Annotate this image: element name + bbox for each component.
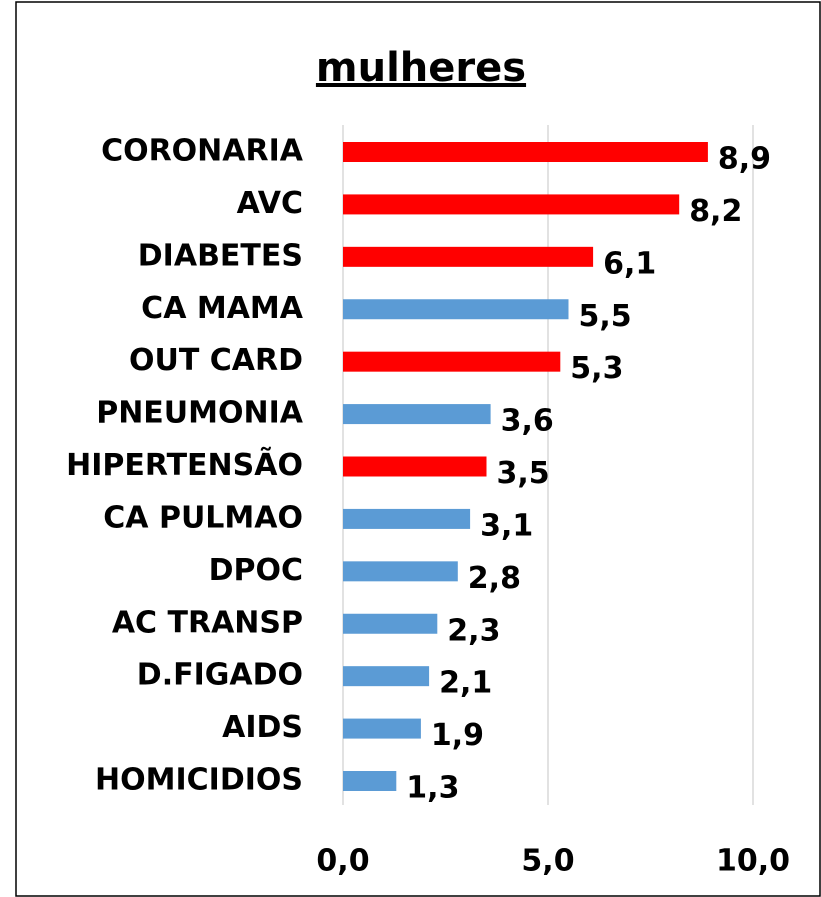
bar — [343, 561, 458, 582]
y-tick-label: AC TRANSP — [112, 605, 303, 640]
data-label: 3,6 — [501, 404, 554, 439]
y-tick-label: HOMICIDIOS — [95, 763, 303, 798]
data-label: 8,9 — [718, 142, 771, 177]
y-tick-label: DPOC — [209, 553, 303, 588]
bar — [343, 718, 421, 739]
bar — [343, 246, 594, 267]
bar — [343, 771, 397, 791]
data-label: 3,1 — [480, 508, 533, 543]
y-tick-label: AIDS — [222, 710, 303, 745]
data-label: 5,3 — [570, 351, 623, 386]
y-tick-label: DIABETES — [138, 238, 303, 273]
data-label: 8,2 — [689, 194, 742, 229]
y-tick-label: D.FIGADO — [137, 658, 303, 693]
bar — [343, 404, 491, 425]
x-tick-label: 10,0 — [716, 844, 790, 879]
y-tick-label: HIPERTENSÃO — [66, 446, 303, 483]
data-label: 1,3 — [406, 771, 459, 806]
bar — [343, 194, 680, 215]
data-label: 2,8 — [468, 561, 521, 596]
bar — [343, 456, 487, 477]
y-tick-label: OUT CARD — [129, 343, 303, 378]
y-tick-label: CA PULMAO — [103, 500, 303, 535]
bar — [343, 666, 430, 687]
y-tick-label: CA MAMA — [141, 291, 304, 326]
bar — [343, 299, 569, 320]
x-tick-label: 0,0 — [316, 844, 369, 879]
bar — [343, 508, 471, 529]
bar — [343, 142, 708, 162]
y-tick-label: CORONARIA — [101, 134, 304, 169]
chart-border — [15, 1, 821, 897]
bar — [343, 613, 438, 634]
chart-title: mulheres — [316, 45, 526, 91]
data-label: 3,5 — [497, 456, 550, 491]
data-label: 6,1 — [603, 246, 656, 281]
y-tick-label: PNEUMONIA — [96, 396, 304, 431]
data-label: 1,9 — [431, 718, 484, 753]
bar — [343, 351, 561, 372]
x-tick-label: 5,0 — [521, 844, 574, 879]
data-label: 2,1 — [439, 666, 492, 701]
y-tick-label: AVC — [237, 186, 303, 221]
data-label: 2,3 — [447, 613, 500, 648]
data-label: 5,5 — [579, 299, 632, 334]
